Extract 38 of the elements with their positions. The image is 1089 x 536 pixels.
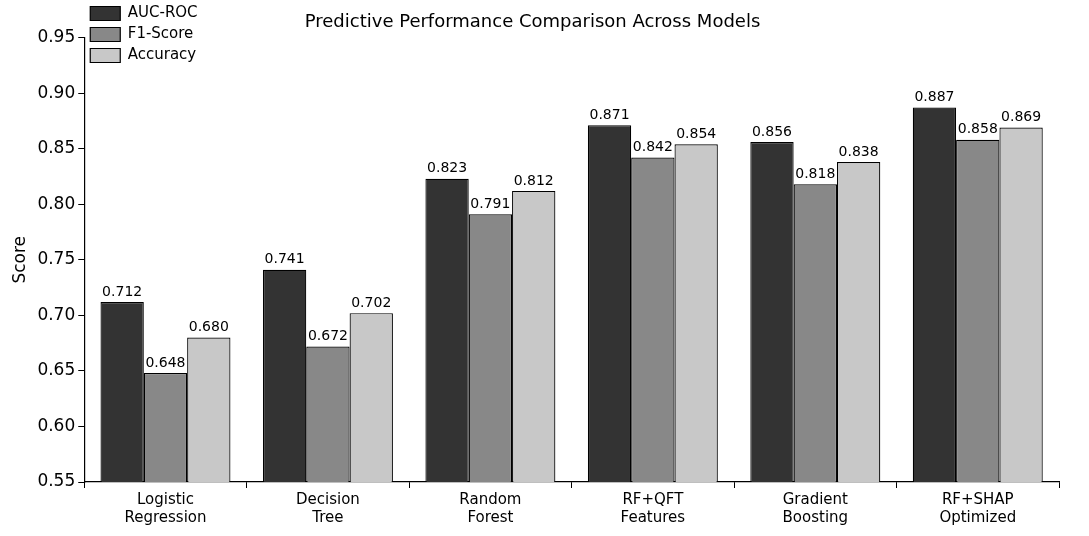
y-tick-label: 0.80 — [37, 192, 76, 213]
legend-label: AUC-ROC — [127, 3, 198, 22]
y-axis-title: Score — [8, 235, 29, 284]
x-tick-label: RF+SHAP Optimized — [939, 489, 1017, 526]
data-label: 0.672 — [307, 327, 348, 344]
data-label: 0.869 — [1001, 108, 1042, 125]
data-label: 0.702 — [351, 293, 392, 310]
legend-label: Accuracy — [127, 45, 197, 64]
data-label: 0.791 — [470, 194, 511, 211]
y-tick-label: 0.85 — [37, 137, 76, 158]
y-tick-label: 0.75 — [37, 248, 76, 269]
data-label: 0.871 — [589, 106, 630, 123]
data-label: 0.680 — [188, 318, 229, 335]
data-label: 0.858 — [957, 120, 998, 137]
data-label: 0.856 — [751, 122, 793, 139]
data-label: 0.812 — [513, 171, 554, 188]
data-label: 0.887 — [914, 88, 955, 105]
legend-label: F1-Score — [127, 24, 194, 43]
data-label: 0.823 — [427, 159, 468, 176]
y-tick-label: 0.55 — [37, 470, 76, 491]
data-label: 0.842 — [632, 138, 673, 155]
data-label: 0.854 — [676, 124, 717, 141]
x-tick-label: Random Forest — [459, 489, 522, 526]
x-tick-label: RF+QFT Features — [620, 489, 686, 526]
x-tick-label: Decision Tree — [296, 489, 360, 526]
x-tick-label: Logistic Regression — [124, 489, 207, 526]
y-tick-label: 0.60 — [37, 414, 76, 435]
data-label: 0.741 — [264, 250, 305, 267]
data-label: 0.648 — [145, 353, 186, 370]
data-label: 0.818 — [795, 164, 836, 181]
x-tick-label: Gradient Boosting — [782, 489, 849, 526]
data-label: 0.838 — [838, 142, 879, 159]
chart-title: Predictive Performance Comparison Across Models — [304, 10, 761, 32]
y-tick-label: 0.70 — [37, 303, 76, 324]
y-tick-label: 0.90 — [37, 81, 76, 102]
y-tick-label: 0.65 — [37, 359, 76, 380]
data-label: 0.712 — [102, 282, 143, 299]
y-tick-label: 0.95 — [37, 26, 76, 47]
